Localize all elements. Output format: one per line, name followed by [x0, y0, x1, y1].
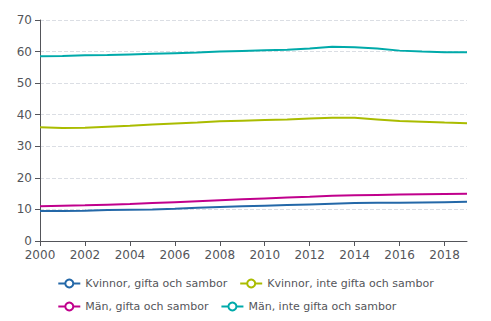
svg-text:2008: 2008	[205, 248, 236, 262]
svg-text:60: 60	[17, 45, 32, 59]
svg-text:Kvinnor, gifta och sambor: Kvinnor, gifta och sambor	[85, 277, 227, 290]
svg-text:Kvinnor, inte gifta och sambor: Kvinnor, inte gifta och sambor	[267, 277, 434, 290]
svg-text:2004: 2004	[115, 248, 146, 262]
svg-text:50: 50	[17, 76, 32, 90]
svg-text:2000: 2000	[25, 248, 56, 262]
svg-text:20: 20	[17, 171, 32, 185]
svg-text:2016: 2016	[384, 248, 415, 262]
svg-text:70: 70	[17, 13, 32, 27]
svg-text:Män, gifta och sambor: Män, gifta och sambor	[85, 300, 209, 313]
svg-text:10: 10	[17, 202, 32, 216]
svg-text:0: 0	[24, 234, 32, 248]
svg-text:Män, inte gifta och sambor: Män, inte gifta och sambor	[248, 300, 396, 313]
svg-text:2014: 2014	[339, 248, 370, 262]
svg-text:2018: 2018	[429, 248, 460, 262]
svg-text:2010: 2010	[249, 248, 280, 262]
svg-text:30: 30	[17, 139, 32, 153]
svg-text:2006: 2006	[160, 248, 191, 262]
svg-text:2002: 2002	[70, 248, 101, 262]
svg-text:40: 40	[17, 108, 32, 122]
svg-text:2012: 2012	[294, 248, 325, 262]
